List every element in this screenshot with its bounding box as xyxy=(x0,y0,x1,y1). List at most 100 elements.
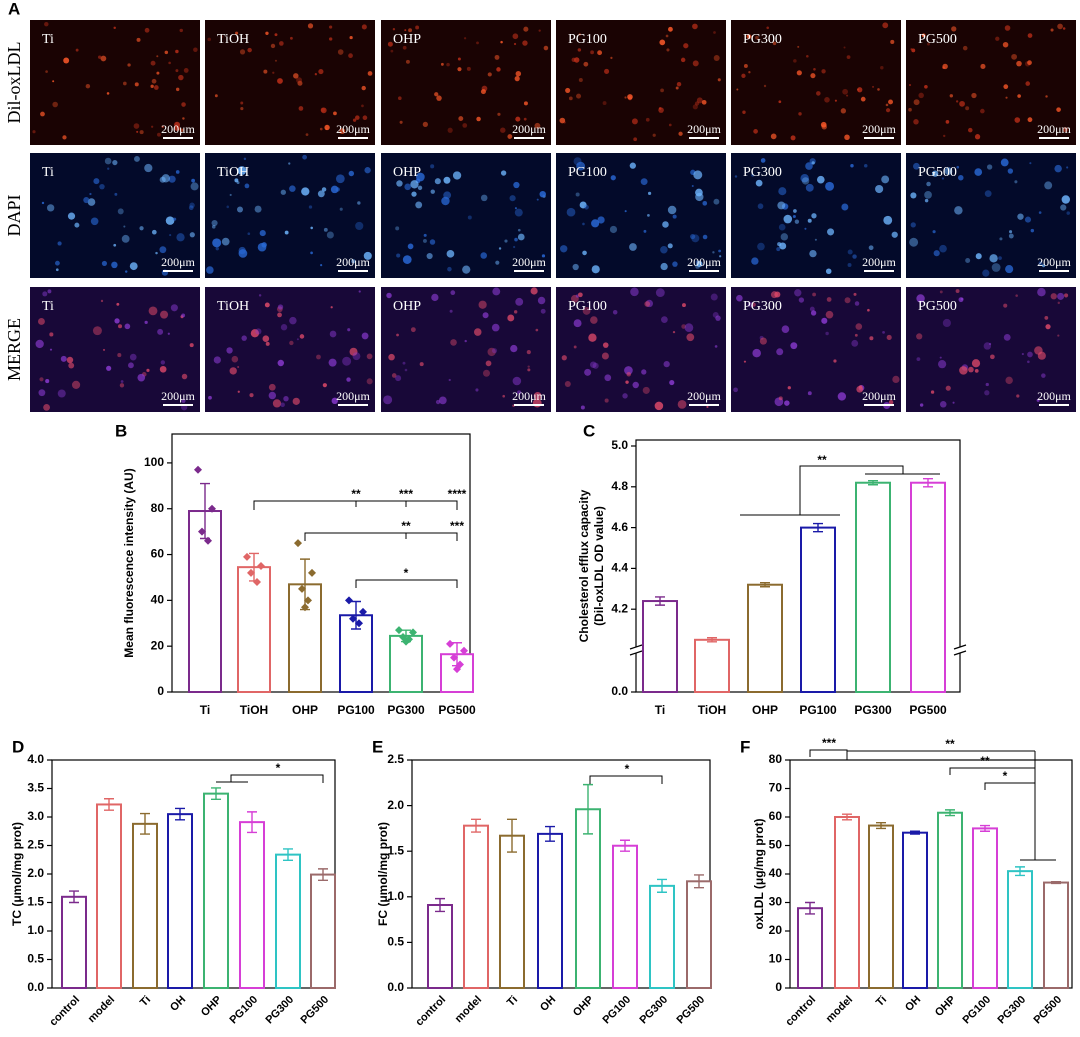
cell-spot xyxy=(576,93,582,99)
data-point xyxy=(208,504,216,513)
cell-spot xyxy=(669,380,675,386)
y-tick-label: 2.5 xyxy=(387,752,404,766)
cell-spot xyxy=(254,205,262,213)
x-tick-label: PG300 xyxy=(263,994,296,1027)
error-bar xyxy=(1015,866,1025,877)
cell-spot xyxy=(798,297,805,303)
cell-spot xyxy=(582,250,587,256)
cell-spot xyxy=(971,92,977,99)
cell-spot xyxy=(410,327,416,333)
cell-spot xyxy=(485,360,492,367)
y-tick-label: 0.5 xyxy=(27,952,44,966)
scale-bar-label: 200μm xyxy=(336,122,370,136)
cell-spot xyxy=(776,348,784,356)
cell-spot xyxy=(852,254,857,259)
cell-spot xyxy=(847,263,852,268)
cell-spot xyxy=(329,25,333,29)
error-bar xyxy=(694,874,704,889)
x-tick-label: OHP xyxy=(933,994,958,1019)
cell-spot xyxy=(127,63,131,67)
cell-spot xyxy=(476,41,479,45)
cell-spot xyxy=(1016,60,1022,67)
cell-spot xyxy=(816,175,825,184)
cell-spot xyxy=(480,89,486,95)
cell-spot xyxy=(473,328,482,336)
cell-spot xyxy=(921,33,926,38)
cell-spot xyxy=(513,310,518,314)
x-tick-label: PG100 xyxy=(337,703,375,717)
image-label: Ti xyxy=(42,165,54,180)
y-tick-label: 10 xyxy=(769,952,783,966)
data-point xyxy=(345,596,353,605)
cell-spot xyxy=(498,247,502,250)
x-tick-label: Ti xyxy=(874,994,889,1009)
cell-spot xyxy=(333,111,337,116)
cell-spot xyxy=(526,350,531,355)
panel-label: E xyxy=(372,737,383,756)
cell-spot xyxy=(386,292,392,299)
cell-spot xyxy=(843,46,846,49)
cell-spot xyxy=(504,239,508,243)
cell-spot xyxy=(748,71,751,74)
x-tick-label: control xyxy=(413,994,448,1029)
bar xyxy=(642,600,678,693)
cell-spot xyxy=(129,262,138,271)
cell-spot xyxy=(305,133,309,137)
cell-spot xyxy=(958,174,964,181)
scale-bar-label: 200μm xyxy=(512,255,546,269)
error-bar xyxy=(545,825,555,842)
cell-spot xyxy=(349,347,358,356)
cell-spot xyxy=(816,91,821,96)
x-tick-label: PG100 xyxy=(227,994,260,1027)
cell-spot xyxy=(747,301,754,308)
cell-spot xyxy=(434,92,439,97)
cell-spot xyxy=(151,78,157,84)
cell-spot xyxy=(133,123,140,129)
x-tick-label: control xyxy=(783,994,818,1029)
cell-spot xyxy=(798,112,802,116)
x-tick-label: model xyxy=(824,994,855,1025)
cell-spot xyxy=(647,191,652,195)
y-tick-label: 0.0 xyxy=(387,980,404,994)
cell-spot xyxy=(702,201,708,206)
cell-spot xyxy=(475,388,479,392)
cell-spot xyxy=(348,170,355,177)
cell-spot xyxy=(183,68,189,73)
cell-spot xyxy=(690,233,696,240)
cell-spot xyxy=(590,50,594,55)
cell-spot xyxy=(682,303,686,308)
cell-spot xyxy=(577,48,582,52)
cell-spot xyxy=(178,74,184,81)
cell-spot xyxy=(422,121,428,127)
cell-spot xyxy=(415,201,423,209)
cell-spot xyxy=(1027,117,1033,123)
cell-spot xyxy=(1038,261,1043,266)
cell-spot xyxy=(476,116,481,122)
cell-spot xyxy=(235,31,239,35)
significance-bracket xyxy=(355,579,458,588)
cell-spot xyxy=(752,348,761,358)
cell-spot xyxy=(602,101,607,105)
axis-break-gap xyxy=(954,647,966,653)
cell-spot xyxy=(280,402,285,408)
cell-spot xyxy=(945,385,951,391)
x-tick-label: PG300 xyxy=(637,994,670,1027)
cell-spot xyxy=(1056,107,1061,112)
cell-spot xyxy=(417,185,423,191)
cell-spot xyxy=(487,72,492,77)
cell-spot xyxy=(229,367,237,375)
cell-spot xyxy=(118,324,123,329)
micrograph xyxy=(30,153,200,278)
cell-spot xyxy=(434,178,441,185)
cell-spot xyxy=(672,261,678,267)
image-label: PG100 xyxy=(568,32,607,47)
cell-spot xyxy=(339,207,343,211)
significance-bracket xyxy=(809,749,848,757)
cell-spot xyxy=(156,71,160,75)
cell-spot xyxy=(144,163,153,173)
cell-spot xyxy=(507,314,515,322)
cell-spot xyxy=(139,226,144,231)
error-bar xyxy=(657,878,667,893)
cell-spot xyxy=(363,251,372,260)
cell-spot xyxy=(760,158,766,163)
